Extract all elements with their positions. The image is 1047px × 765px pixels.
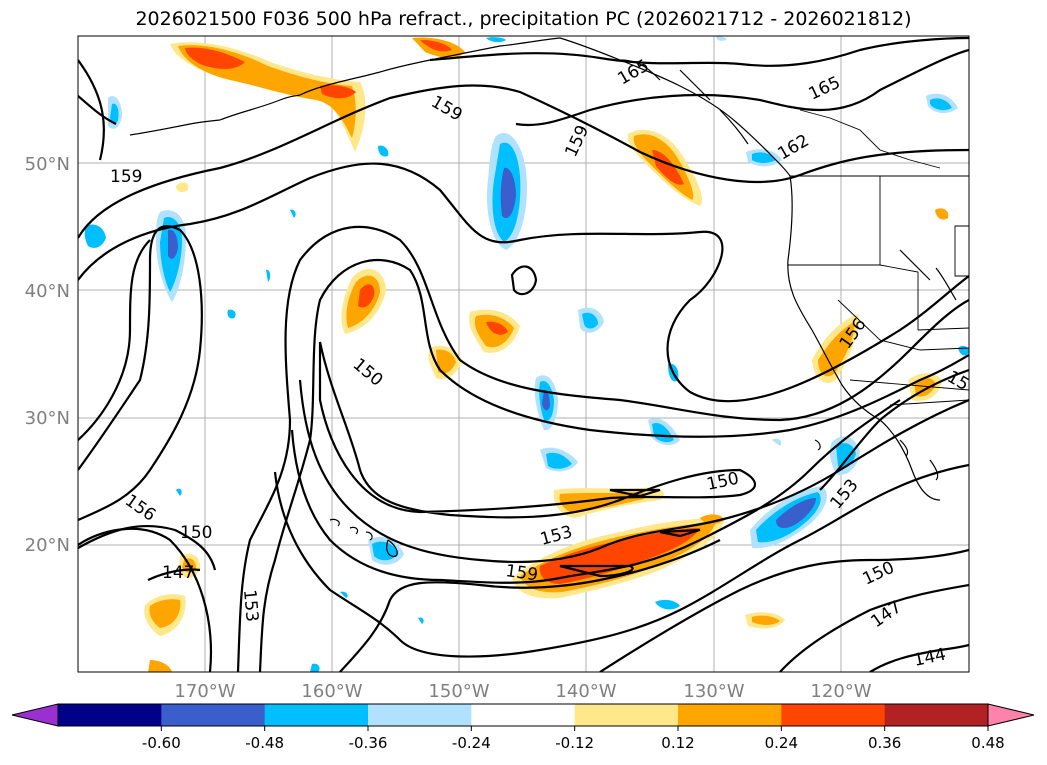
colorbar-swatch [884, 704, 989, 726]
colorbar-extend-low [11, 703, 59, 727]
lat-label-50n: 50°N [25, 154, 70, 175]
lon-label-140w: 140°W [555, 681, 616, 702]
lat-label-40n: 40°N [25, 281, 70, 302]
lon-label-130w: 130°W [683, 681, 744, 702]
lon-label-150w: 150°W [428, 681, 489, 702]
colorbar-swatch [161, 704, 266, 726]
lat-label-30n: 30°N [25, 408, 70, 429]
lat-label-20n: 20°N [25, 535, 70, 556]
precip-shading [84, 36, 969, 672]
colorbar-frame [57, 703, 989, 727]
colorbar-swatch [58, 704, 162, 726]
longitude-labels: 170°W 160°W 150°W 140°W 130°W 120°W [174, 681, 871, 702]
contour-label: 153 [239, 589, 262, 623]
colorbar-tick-label: -0.24 [452, 734, 491, 752]
colorbar-tick-label: 0.24 [765, 734, 798, 752]
latitude-labels: 50°N 40°N 30°N 20°N [25, 154, 70, 556]
political-borders [788, 109, 969, 406]
lon-label-160w: 160°W [301, 681, 362, 702]
colorbar-tick-label: -0.36 [349, 734, 388, 752]
lon-label-120w: 120°W [810, 681, 871, 702]
coastlines [129, 37, 957, 557]
colorbar-swatch [368, 704, 472, 726]
colorbar-swatch [678, 704, 782, 726]
colorbar-extend-high [987, 703, 1035, 727]
map-title: 2026021500 F036 500 hPa refract., precip… [135, 8, 912, 30]
colorbar-tick-label: -0.48 [245, 734, 284, 752]
colorbar-tick-label: -0.60 [142, 734, 181, 752]
lon-label-170w: 170°W [174, 681, 235, 702]
colorbar-swatch [264, 704, 369, 726]
map-frame [77, 35, 970, 673]
colorbar-swatch [471, 704, 576, 726]
colorbar-swatch [781, 704, 886, 726]
contour-label: 150 [180, 523, 212, 543]
colorbar-tick-label: 0.36 [868, 734, 901, 752]
colorbar: -0.60 -0.48 -0.36 -0.24 -0.12 0.12 0.24 0.36 0.4… [11, 703, 1035, 752]
contour-label: 159 [504, 561, 539, 585]
colorbar-tick-label: 0.48 [971, 734, 1004, 752]
contour-label: 147 [162, 563, 194, 583]
height-contours [78, 36, 969, 672]
colorbar-swatch [574, 704, 679, 726]
colorbar-tick-label: -0.12 [555, 734, 594, 752]
colorbar-tick-label: 0.12 [661, 734, 694, 752]
contour-label: 159 [110, 167, 142, 187]
